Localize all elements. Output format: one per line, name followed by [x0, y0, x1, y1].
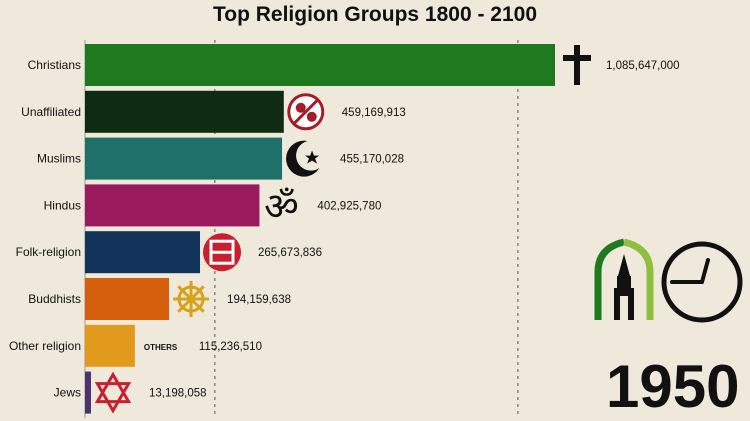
star-crescent-icon: [286, 140, 327, 177]
year-label: 1950: [606, 353, 740, 420]
clock-logo-icon: [594, 238, 743, 323]
svg-text:ॐ: ॐ: [264, 184, 299, 228]
bar: [85, 90, 284, 133]
category-label: Folk-religion: [16, 245, 81, 259]
value-label: 265,673,836: [258, 247, 322, 259]
value-label: 13,198,058: [149, 388, 207, 400]
minaret-arch-icon: [594, 238, 654, 320]
category-label: Unaffiliated: [21, 105, 81, 119]
value-label: 194,159,638: [227, 294, 291, 306]
value-label: 459,169,913: [342, 107, 406, 119]
unaffiliated-symbol-icon: [287, 93, 325, 131]
bar: [85, 184, 260, 227]
bar: [85, 231, 201, 274]
bar: [85, 44, 555, 86]
bar: [85, 324, 135, 367]
category-label: Other religion: [9, 339, 81, 353]
bar: [85, 371, 91, 414]
star-of-david-icon: [94, 371, 132, 414]
others-icon-text: OTHERS: [144, 343, 178, 352]
category-label: Muslims: [37, 152, 81, 166]
dharma-wheel-icon: [173, 281, 210, 317]
bar: [85, 137, 283, 180]
category-label: Hindus: [44, 198, 81, 212]
category-label: Christians: [28, 58, 81, 72]
value-label: 115,236,510: [199, 341, 262, 353]
latin-cross-icon: [563, 45, 591, 85]
chart-title: Top Religion Groups 1800 - 2100: [212, 3, 538, 26]
value-label: 455,170,028: [340, 154, 404, 166]
value-label: 402,925,780: [317, 200, 381, 212]
clock-icon: [661, 241, 743, 323]
folk-religion-symbol-icon: [203, 233, 242, 272]
category-label: Buddhists: [28, 292, 81, 306]
om-icon: ॐ: [264, 184, 299, 228]
category-label: Jews: [54, 386, 81, 400]
bar: [85, 278, 170, 320]
others-text-icon: OTHERS: [144, 343, 178, 352]
value-label: 1,085,647,000: [606, 60, 680, 72]
